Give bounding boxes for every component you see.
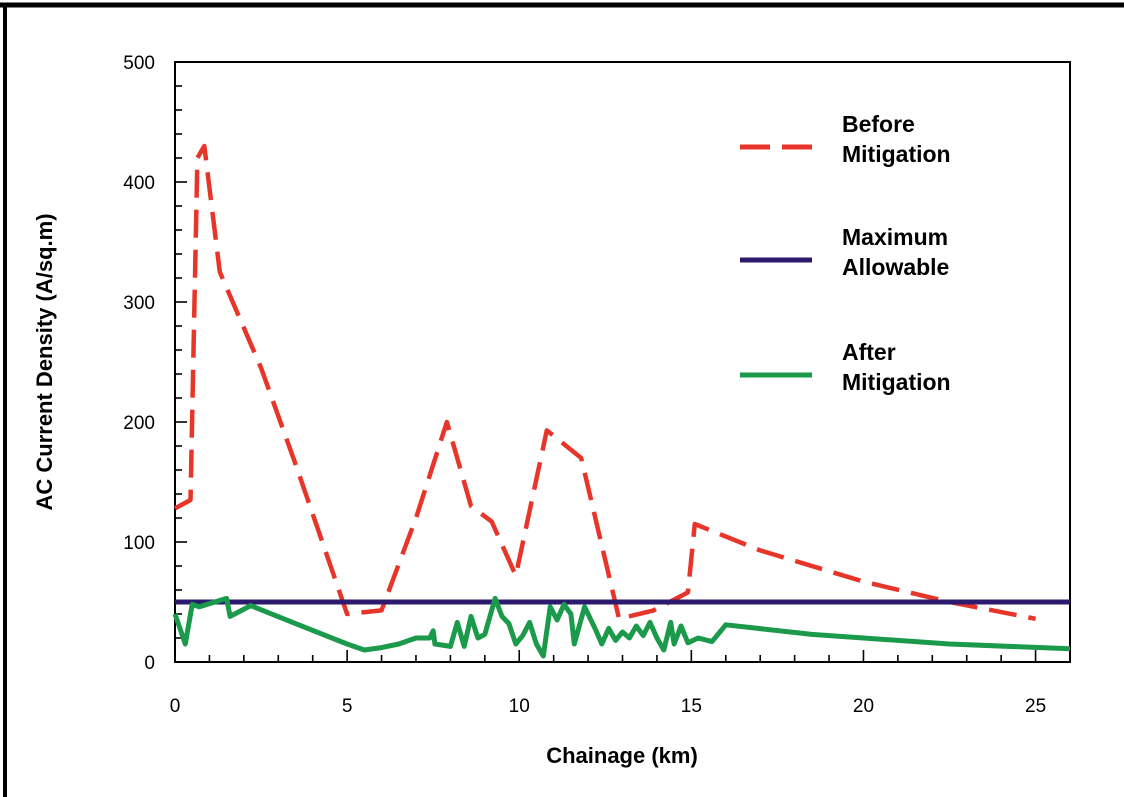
x-tick-labels: 0 5 10 15 20 25 [170, 696, 1046, 717]
series-line-0 [173, 143, 1037, 622]
y-tick-label: 100 [123, 533, 155, 554]
axis-ticks [174, 61, 1071, 663]
x-tick-label: 15 [681, 696, 702, 717]
y-tick-labels: 0 100 200 300 400 500 [123, 53, 155, 674]
y-tick-label: 300 [123, 293, 155, 314]
y-tick-label: 400 [123, 173, 155, 194]
x-tick-label: 5 [342, 696, 353, 717]
legend-label-1: Maximum Allowable [842, 224, 949, 280]
x-axis-title: Chainage (km) [546, 743, 698, 768]
x-tick-label: 10 [509, 696, 530, 717]
legend-label-2: After Mitigation [842, 339, 951, 395]
x-tick-label: 25 [1025, 696, 1046, 717]
y-axis-title: AC Current Density (A/sq.m) [32, 213, 57, 510]
legend: Before Mitigation Maximum Allowable After Mit… [740, 111, 951, 395]
series-lines [172, 143, 1071, 659]
y-tick-label: 500 [123, 53, 155, 74]
series-line-2 [172, 595, 1071, 659]
x-tick-label: 20 [853, 696, 874, 717]
y-tick-label: 200 [123, 413, 155, 434]
x-tick-label: 0 [170, 696, 181, 717]
y-tick-label: 0 [144, 653, 155, 674]
legend-label-0: Before Mitigation [842, 111, 951, 167]
